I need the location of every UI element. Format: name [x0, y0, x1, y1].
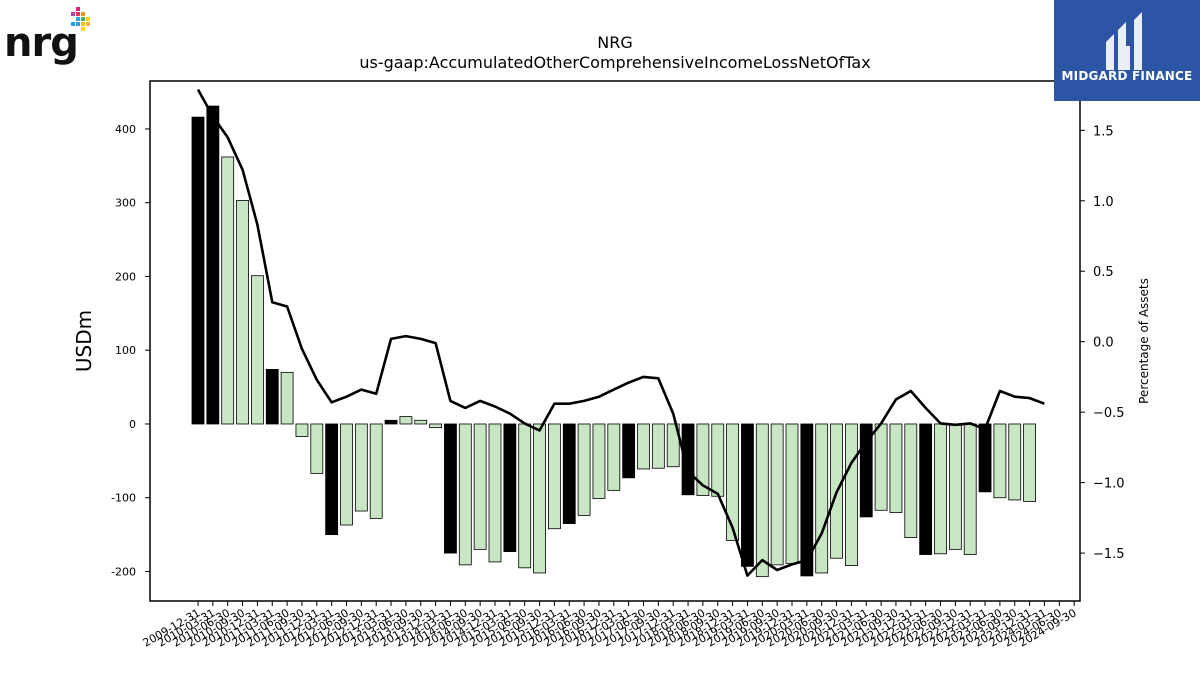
bar — [785, 423, 799, 564]
bar — [874, 423, 888, 511]
midgard-logo-icon — [1106, 12, 1142, 70]
y-tick-label: 0 — [129, 418, 136, 431]
bar — [206, 105, 220, 425]
bar — [399, 416, 413, 425]
bar — [458, 423, 472, 566]
bar — [637, 423, 650, 470]
y2-tick-label: 1.0 — [1093, 195, 1114, 210]
chart-title: NRG — [597, 33, 632, 52]
bar — [548, 423, 561, 530]
bar — [815, 423, 829, 574]
y2-tick-label: 1.5 — [1093, 124, 1114, 139]
bar — [518, 423, 532, 569]
y-tick-label: 200 — [115, 270, 136, 283]
bar — [384, 419, 398, 425]
bar — [993, 423, 1007, 499]
bar — [919, 423, 933, 555]
y-tick-label: -100 — [111, 492, 136, 505]
bar — [444, 423, 457, 554]
bar — [726, 423, 739, 541]
bar — [473, 423, 487, 550]
bar — [948, 423, 962, 550]
bar — [310, 423, 324, 474]
y-tick-label: 400 — [115, 123, 136, 136]
bar — [236, 200, 249, 425]
bar — [221, 156, 235, 425]
bar — [295, 423, 309, 437]
y-axis-label: USDm — [72, 310, 96, 372]
y2-tick-label: −1.5 — [1093, 547, 1125, 562]
y2-tick-label: −1.0 — [1093, 477, 1125, 492]
bar — [607, 423, 621, 491]
bar — [800, 423, 814, 577]
bar — [963, 423, 977, 555]
y2-tick-label: 0.5 — [1093, 265, 1114, 280]
bar — [503, 423, 517, 552]
bar — [651, 423, 665, 469]
bar — [369, 423, 383, 519]
brand-name: MIDGARD FINANCE — [1061, 69, 1193, 83]
y2-axis-label: Percentage of Assets — [1137, 278, 1151, 404]
bar — [250, 275, 264, 425]
bar — [533, 423, 546, 574]
bar — [280, 371, 294, 425]
percentage-of-assets-line — [196, 88, 1045, 577]
bar — [488, 423, 502, 563]
bar — [934, 423, 947, 555]
bar — [1023, 423, 1036, 502]
bar — [577, 423, 591, 516]
bar — [770, 423, 784, 566]
y2-tick-label: −0.5 — [1093, 406, 1125, 421]
bar — [696, 423, 710, 496]
bar — [755, 423, 769, 578]
bar — [681, 423, 695, 496]
bar — [741, 423, 754, 567]
chart-subtitle: us-gaap:AccumulatedOtherComprehensiveInc… — [359, 53, 870, 72]
nrg-logo-icon — [71, 7, 90, 31]
nrg-logo: nrg — [4, 6, 104, 72]
midgard-finance-logo: MIDGARD FINANCE — [1054, 0, 1200, 101]
y-tick-label: 300 — [115, 197, 136, 210]
bar — [1008, 423, 1022, 501]
nrg-logo-text: nrg — [4, 20, 79, 66]
bar — [340, 423, 353, 526]
bar — [265, 368, 279, 425]
plot-area: 400 300 200 100 0 -100 -200 1.5 1.0 0.5 0.0 −0.5 −1.… — [111, 88, 1125, 650]
bar — [711, 423, 725, 497]
bar — [562, 423, 576, 524]
bar — [414, 419, 428, 425]
bar — [889, 423, 903, 513]
bar — [191, 116, 205, 425]
bar — [592, 423, 606, 499]
y2-tick-label: 0.0 — [1093, 336, 1114, 351]
bar — [622, 423, 636, 479]
bar — [845, 423, 858, 566]
bar — [354, 423, 368, 512]
y-tick-label: -200 — [111, 565, 136, 578]
bar — [978, 423, 992, 493]
bar — [429, 423, 443, 429]
bar — [904, 423, 918, 538]
y-tick-label: 100 — [115, 344, 136, 357]
plot-frame — [149, 80, 1081, 602]
bar — [666, 423, 680, 468]
bar — [325, 423, 339, 536]
